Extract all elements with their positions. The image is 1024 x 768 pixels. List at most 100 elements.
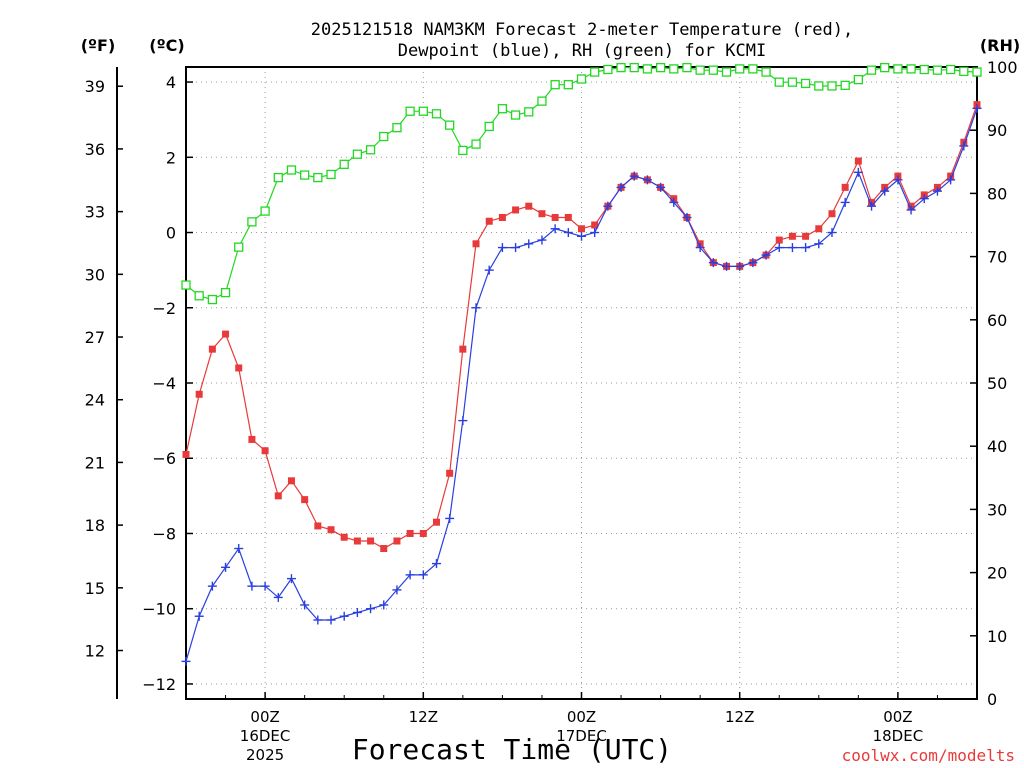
rh-point bbox=[629, 62, 639, 73]
dewpoint-point bbox=[880, 186, 890, 196]
celsius-tick-label: 0 bbox=[166, 224, 176, 243]
dewpoint-point bbox=[787, 243, 797, 253]
rh-point bbox=[866, 65, 877, 75]
temperature-point bbox=[406, 529, 414, 537]
temperature-point bbox=[287, 477, 295, 485]
rh-point bbox=[959, 66, 969, 77]
dewpoint-point bbox=[445, 513, 455, 523]
rh-point bbox=[365, 145, 376, 155]
dewpoint-point bbox=[247, 581, 257, 591]
rh-point bbox=[537, 96, 547, 106]
x-tick-label: 12Z bbox=[409, 708, 438, 726]
dewpoint-point bbox=[840, 197, 850, 207]
temperature-point bbox=[208, 345, 216, 353]
x-tick-label: 12Z bbox=[725, 708, 754, 726]
temperature-point bbox=[393, 537, 401, 545]
dewpoint-point bbox=[260, 581, 270, 591]
rh-point bbox=[497, 104, 508, 114]
temperature-point bbox=[195, 390, 203, 398]
rh-point bbox=[339, 159, 349, 169]
dewpoint-point bbox=[814, 239, 824, 249]
rh-point bbox=[379, 131, 389, 142]
dewpoint-point bbox=[801, 243, 811, 253]
dewpoint-point bbox=[366, 604, 376, 614]
x-tick-date-label: 16DEC bbox=[240, 727, 291, 745]
dewpoint-point bbox=[682, 212, 692, 222]
rh-point bbox=[326, 169, 336, 180]
celsius-tick-label: −6 bbox=[152, 449, 176, 468]
rh-point bbox=[299, 170, 310, 180]
credit-link[interactable]: coolwx.com/modelts bbox=[842, 746, 1015, 765]
rh-point bbox=[814, 81, 824, 91]
rh-tick-label: 90 bbox=[987, 121, 1007, 140]
rh-tick-label: 40 bbox=[987, 437, 1007, 456]
temperature-point bbox=[261, 447, 269, 455]
temperature-point bbox=[775, 236, 783, 244]
dewpoint-point bbox=[300, 600, 310, 610]
dewpoint-point bbox=[537, 235, 547, 245]
rh-point bbox=[576, 74, 587, 84]
rh-point bbox=[603, 64, 613, 75]
dewpoint-point bbox=[550, 224, 560, 234]
series-rh bbox=[181, 62, 982, 305]
rh-point bbox=[945, 64, 956, 75]
rh-tick-label: 100 bbox=[987, 58, 1018, 77]
dewpoint-point bbox=[524, 239, 534, 249]
dewpoint-point bbox=[946, 175, 956, 185]
temperature-point bbox=[841, 183, 849, 191]
temperature-point bbox=[419, 529, 427, 537]
rh-tick-label: 80 bbox=[987, 184, 1007, 203]
rh-point bbox=[220, 287, 231, 298]
temperature-point bbox=[340, 533, 348, 541]
fahrenheit-tick-label: 33 bbox=[85, 203, 105, 222]
temperature-point bbox=[446, 469, 454, 477]
rh-point bbox=[774, 77, 784, 87]
rh-point bbox=[721, 67, 732, 77]
temperature-point bbox=[301, 496, 309, 504]
rh-point bbox=[313, 172, 323, 183]
dewpoint-point bbox=[616, 182, 626, 192]
rh-point bbox=[669, 64, 679, 74]
dewpoint-point bbox=[339, 611, 349, 621]
dewpoint-point bbox=[590, 228, 600, 238]
temperature-point bbox=[314, 522, 322, 530]
rh-point bbox=[471, 139, 481, 149]
dewpoint-point bbox=[379, 600, 389, 610]
dewpoint-point bbox=[959, 141, 969, 151]
rh-point bbox=[906, 64, 916, 74]
temperature-point bbox=[828, 210, 836, 218]
dewpoint-point bbox=[853, 167, 863, 177]
chart-title-line-1: 2025121518 NAM3KM Forecast 2-meter Tempe… bbox=[311, 20, 853, 40]
celsius-tick-label: −10 bbox=[142, 600, 176, 619]
dewpoint-point bbox=[722, 261, 732, 271]
temperature-point bbox=[498, 213, 506, 221]
dewpoint-point bbox=[273, 592, 283, 602]
rh-point bbox=[484, 121, 494, 132]
temperature-point bbox=[432, 518, 440, 526]
fahrenheit-tick-label: 21 bbox=[85, 453, 105, 472]
rh-point bbox=[590, 67, 600, 77]
dewpoint-point bbox=[867, 201, 877, 211]
temperature-point bbox=[578, 225, 585, 233]
celsius-tick-label: −12 bbox=[142, 675, 176, 694]
dewpoint-point bbox=[656, 182, 666, 192]
dewpoint-point bbox=[972, 103, 982, 113]
dewpoint-point bbox=[418, 570, 428, 580]
dewpoint-point bbox=[735, 261, 745, 271]
temperature-point bbox=[182, 450, 190, 458]
temperature-point bbox=[367, 537, 375, 545]
rh-point bbox=[234, 242, 244, 252]
rh-point bbox=[510, 110, 521, 120]
rh-point bbox=[550, 80, 560, 90]
dewpoint-point bbox=[313, 615, 323, 625]
fahrenheit-tick-label: 12 bbox=[85, 642, 105, 661]
rh-point bbox=[418, 106, 428, 116]
rh-point bbox=[800, 78, 811, 89]
temperature-point bbox=[854, 157, 862, 165]
tick-labels: 420−2−4−6−8−10−1239363330272421181512100… bbox=[85, 58, 1018, 764]
temperature-point bbox=[485, 217, 493, 225]
dewpoint-point bbox=[919, 194, 929, 204]
dewpoint-point bbox=[511, 243, 521, 253]
fahrenheit-tick-label: 27 bbox=[85, 328, 105, 347]
rh-point bbox=[445, 120, 455, 130]
